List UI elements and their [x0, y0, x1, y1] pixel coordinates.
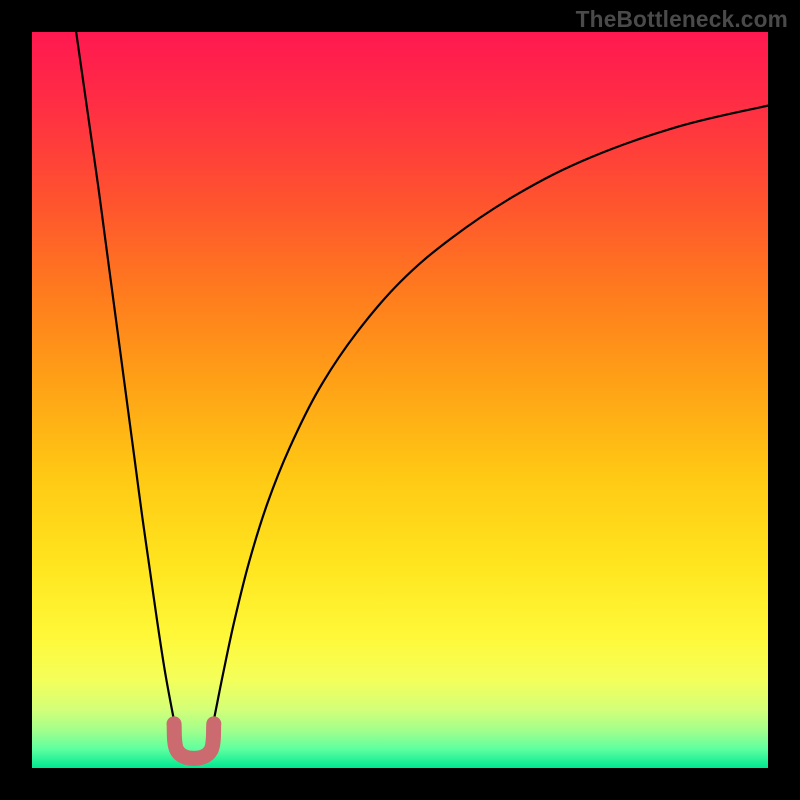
right-curve: [210, 106, 768, 739]
curve-overlay: [32, 32, 768, 768]
chart-root: TheBottleneck.com: [0, 0, 800, 800]
left-curve: [76, 32, 178, 739]
plot-area: [32, 32, 768, 768]
watermark-text: TheBottleneck.com: [576, 6, 788, 33]
u-marker: [174, 724, 214, 759]
